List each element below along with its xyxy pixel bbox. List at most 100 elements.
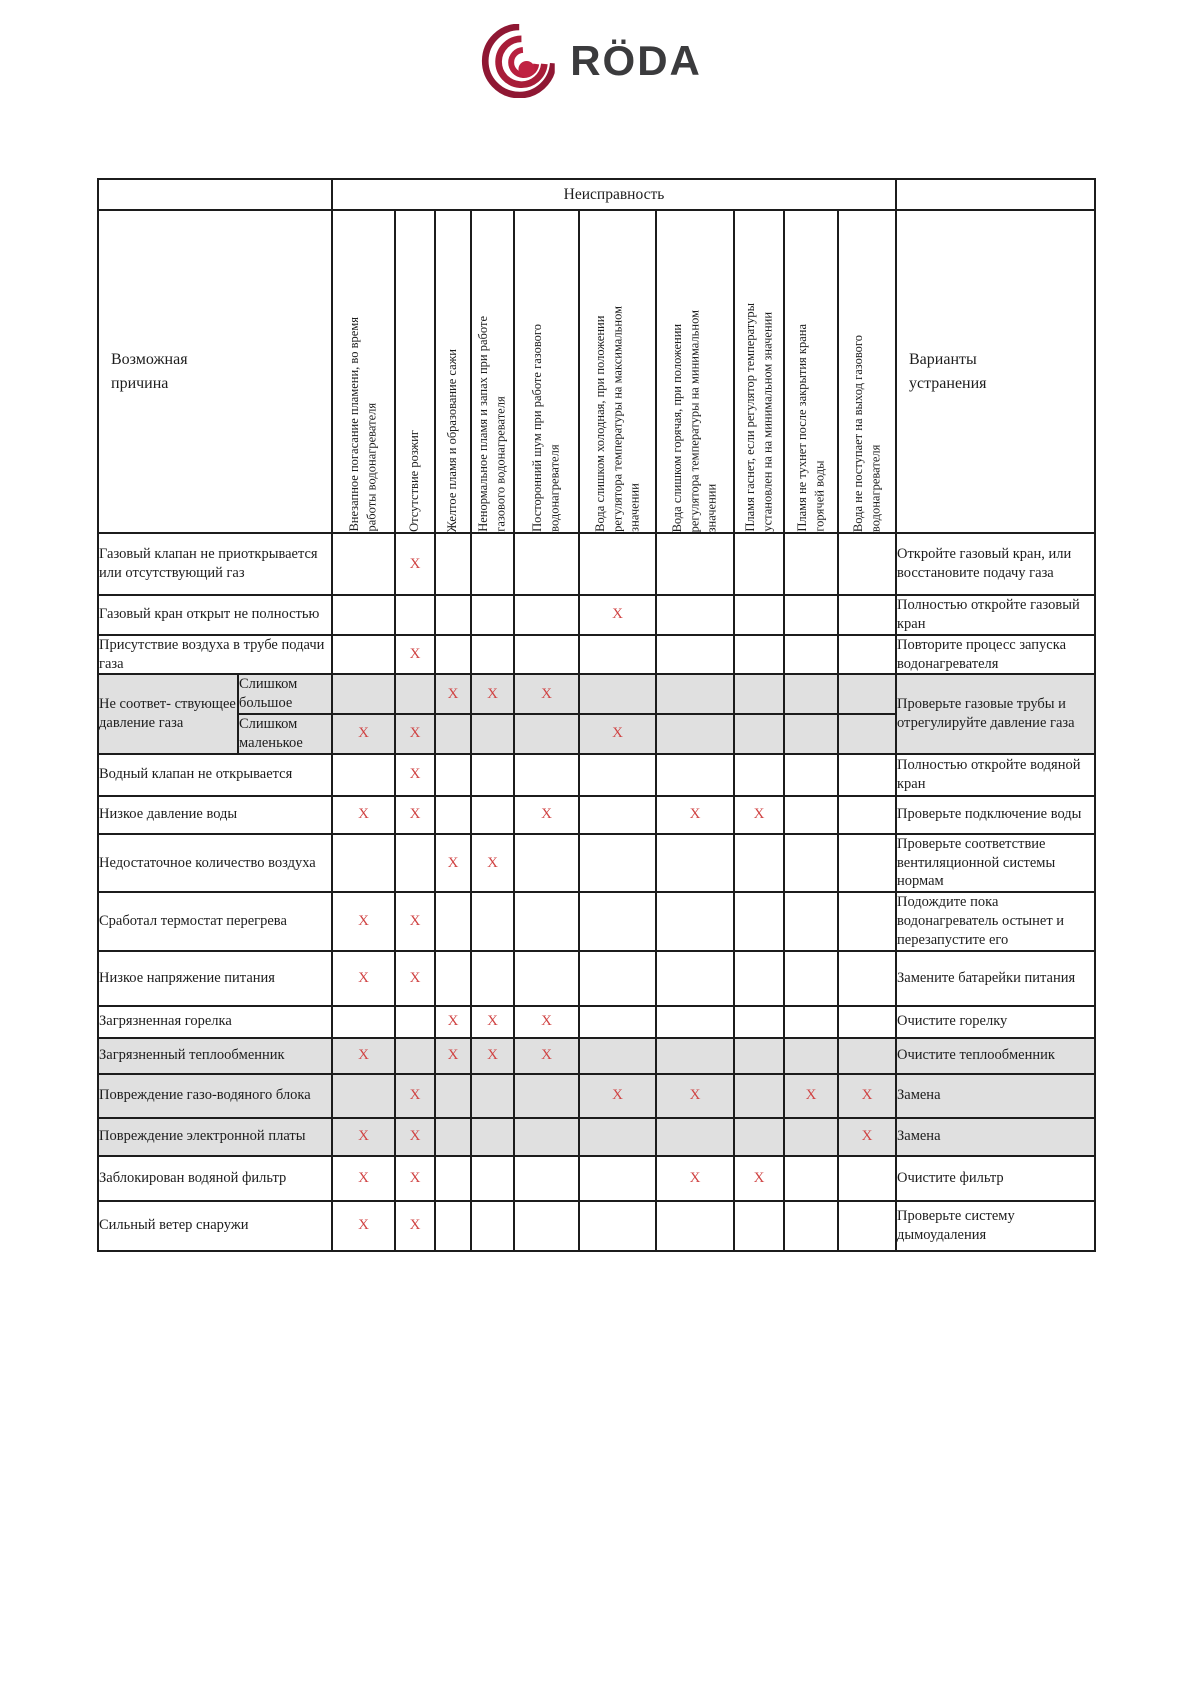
mark-cell <box>783 832 839 894</box>
mark-cell <box>733 1116 785 1157</box>
column-header-label: Пламя гаснет, если регулятор температуры… <box>742 303 774 532</box>
mark-cell-x: X <box>331 713 396 755</box>
mark-cell <box>837 1154 897 1202</box>
mark-cell <box>837 713 897 755</box>
mark-cell <box>331 752 396 797</box>
mark-cell <box>655 713 735 755</box>
solution-cell: Проверьте систему дымоудаления <box>895 1199 1096 1252</box>
mark-cell <box>837 673 897 716</box>
column-header-9: Пламя не тухнет после закрытия крана гор… <box>783 209 839 534</box>
mark-cell <box>655 532 735 596</box>
mark-cell-x: X <box>331 891 396 952</box>
mark-cell <box>783 1116 839 1157</box>
mark-cell-x: X <box>331 1116 396 1157</box>
mark-cell <box>331 832 396 894</box>
mark-cell-x: X <box>434 673 472 716</box>
mark-cell-x: X <box>394 949 436 1007</box>
mark-cell <box>513 633 580 676</box>
cause-cell: Загрязненная горелка <box>97 1004 333 1039</box>
mark-cell <box>434 633 472 676</box>
column-header-7: Вода слишком горячая, при положении регу… <box>655 209 735 534</box>
mark-cell <box>470 1154 515 1202</box>
fault-header: Неисправность <box>331 178 897 211</box>
mark-cell <box>733 1004 785 1039</box>
mark-cell <box>394 832 436 894</box>
mark-cell-x: X <box>394 1116 436 1157</box>
mark-cell <box>578 794 657 835</box>
table-row: Присутствие воздуха в трубе подачи газа X… <box>97 633 1096 676</box>
column-header-label: Посторонний шум при работе газового водо… <box>530 324 562 532</box>
mark-cell <box>655 891 735 952</box>
solution-header: Варианты устранения <box>895 209 1096 534</box>
subcondition-cell: Слишком большое <box>237 673 333 716</box>
cause-cell: Недостаточное количество воздуха <box>97 832 333 894</box>
mark-cell <box>470 891 515 952</box>
cause-cell: Газовый клапан не приоткрывается или отс… <box>97 532 333 596</box>
mark-cell <box>513 752 580 797</box>
solution-cell: Полностью откройте водяной кран <box>895 752 1096 797</box>
column-header-6: Вода слишком холодная, при положении рег… <box>578 209 657 534</box>
mark-cell-x: X <box>655 1154 735 1202</box>
table-row: Загрязненная горелка X X X Очистите горелку <box>97 1004 1096 1039</box>
mark-cell <box>655 633 735 676</box>
mark-cell <box>783 1004 839 1039</box>
table-row: Повреждение газо-водяного блока X X X X X Заме… <box>97 1072 1096 1119</box>
mark-cell <box>434 1116 472 1157</box>
mark-cell <box>733 949 785 1007</box>
cause-cell: Низкое давление воды <box>97 794 333 835</box>
mark-cell-x: X <box>434 1036 472 1075</box>
cause-cell: Водный клапан не открывается <box>97 752 333 797</box>
solution-cell: Замена <box>895 1072 1096 1119</box>
mark-cell <box>331 633 396 676</box>
column-header-label: Желтое пламя и образование сажи <box>445 348 460 532</box>
mark-cell <box>434 532 472 596</box>
mark-cell <box>655 1199 735 1252</box>
mark-cell <box>434 891 472 952</box>
mark-cell <box>837 794 897 835</box>
mark-cell-x: X <box>513 1004 580 1039</box>
table-row: Сработал термостат перегрева X X Подождите … <box>97 891 1096 952</box>
mark-cell <box>733 891 785 952</box>
mark-cell-x: X <box>331 1154 396 1202</box>
column-header-label: Вода слишком холодная, при положении рег… <box>592 306 642 532</box>
mark-cell <box>733 1072 785 1119</box>
mark-cell <box>513 832 580 894</box>
mark-cell <box>837 532 897 596</box>
mark-cell <box>655 1036 735 1075</box>
mark-cell <box>331 532 396 596</box>
solution-cell: Очистите горелку <box>895 1004 1096 1039</box>
mark-cell <box>783 713 839 755</box>
column-header-5: Посторонний шум при работе газового водо… <box>513 209 580 534</box>
table-row: Газовый кран открыт не полностью X Полност… <box>97 594 1096 636</box>
fault-header-row: Неисправность <box>97 178 1096 211</box>
mark-cell-x: X <box>733 794 785 835</box>
mark-cell-x: X <box>513 1036 580 1075</box>
column-header-label: Ненормальное пламя и запах при работе га… <box>476 316 508 532</box>
cause-header: Возможная причина <box>97 209 333 534</box>
mark-cell <box>655 1116 735 1157</box>
mark-cell <box>655 832 735 894</box>
column-header-label: Вода не поступает на выход газового водо… <box>850 334 882 532</box>
mark-cell-x: X <box>578 594 657 636</box>
table-row: Низкое давление воды X X X X X Проверьте подкл… <box>97 794 1096 835</box>
solution-cell: Полностью откройте газовый кран <box>895 594 1096 636</box>
mark-cell <box>837 1004 897 1039</box>
mark-cell <box>578 1116 657 1157</box>
mark-cell <box>733 673 785 716</box>
mark-cell-x: X <box>394 1199 436 1252</box>
mark-cell <box>837 1036 897 1075</box>
mark-cell-x: X <box>394 794 436 835</box>
mark-cell <box>470 949 515 1007</box>
solution-cell: Очистите теплообменник <box>895 1036 1096 1075</box>
cause-cell: Повреждение электронной платы <box>97 1116 333 1157</box>
column-header-2: Отсутствие розжиг <box>394 209 436 534</box>
mark-cell <box>331 673 396 716</box>
mark-cell-x: X <box>331 1036 396 1075</box>
mark-cell <box>434 949 472 1007</box>
mark-cell-x: X <box>783 1072 839 1119</box>
mark-cell <box>513 594 580 636</box>
mark-cell <box>655 594 735 636</box>
mark-cell <box>578 1036 657 1075</box>
cause-cell: Не соответ- ствующее давление газа <box>97 673 239 755</box>
solution-cell: Замените батарейки питания <box>895 949 1096 1007</box>
